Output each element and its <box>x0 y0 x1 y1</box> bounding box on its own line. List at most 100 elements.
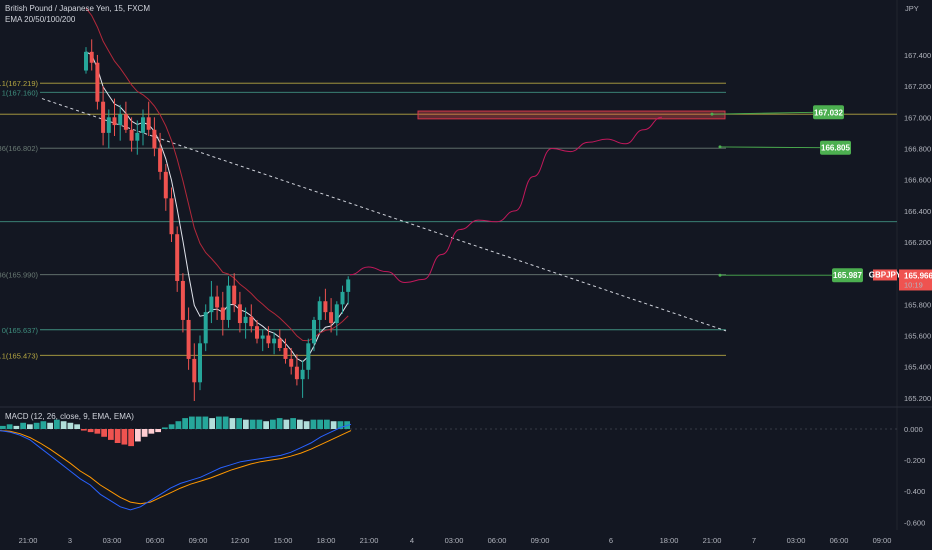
target-zone-rect <box>417 110 726 120</box>
macd-histogram-bar <box>128 429 134 447</box>
macd-histogram-bar <box>20 422 26 429</box>
candle <box>112 117 117 126</box>
x-tick: 09:00 <box>189 536 208 545</box>
fib-label: 1(167.160) <box>2 88 39 97</box>
candle <box>260 335 265 339</box>
macd-histogram-bar <box>148 429 155 434</box>
macd-histogram-bar <box>67 422 74 429</box>
macd-histogram-bar <box>81 429 87 431</box>
candle <box>186 319 191 359</box>
y-tick: 166.200 <box>904 238 931 247</box>
macd-histogram-bar <box>54 419 60 429</box>
x-tick: 18:00 <box>317 536 336 545</box>
candle <box>289 358 294 367</box>
candle <box>118 114 123 126</box>
y-axis-unit: JPY <box>905 4 919 13</box>
macd-histogram-bar <box>337 421 344 429</box>
x-tick: 21:00 <box>360 536 379 545</box>
y-tick: 165.200 <box>904 394 931 403</box>
macd-histogram-bar <box>276 418 283 429</box>
macd-y-tick: -0.200 <box>904 456 925 465</box>
macd-histogram-bar <box>155 429 161 433</box>
candle <box>141 117 145 133</box>
price-tag <box>820 140 851 155</box>
candle <box>334 304 339 324</box>
candle <box>237 304 242 324</box>
price-tag-label: 167.032 <box>814 108 843 117</box>
y-tick: 165.800 <box>904 300 931 309</box>
candle <box>215 296 220 308</box>
macd-histogram-bar <box>270 419 276 429</box>
macd-histogram-bar <box>27 424 33 429</box>
fib-label: -0.1(165.473) <box>0 351 39 360</box>
symbol-title: British Pound / Japanese Yen, 15, FXCM <box>5 4 150 13</box>
fib-label: 786(166.802) <box>0 144 38 153</box>
candle <box>84 51 88 71</box>
x-tick: 09:00 <box>531 536 550 545</box>
y-tick: 167.200 <box>904 82 931 91</box>
y-tick: 166.400 <box>904 207 931 216</box>
candle <box>232 285 237 305</box>
price-axis[interactable]: JPY 167.400 167.200 167.000 166.800 166.600 16… <box>869 4 932 403</box>
candle <box>169 198 174 235</box>
candle <box>152 129 157 149</box>
x-tick: 6 <box>609 536 613 545</box>
projection-path[interactable] <box>349 116 663 284</box>
macd-histogram-bar <box>168 424 175 429</box>
macd-histogram-bar <box>297 419 303 429</box>
candle <box>306 343 311 370</box>
macd-histogram-bar <box>0 425 6 429</box>
macd-line <box>0 423 352 511</box>
candle <box>243 316 248 324</box>
x-tick: 3 <box>68 536 72 545</box>
macd-histogram-bar <box>121 429 128 445</box>
candle <box>294 366 299 380</box>
tag-anchor <box>718 273 722 277</box>
tag-anchor <box>710 112 714 116</box>
macd-histogram-bar <box>101 429 107 437</box>
candle <box>95 62 100 102</box>
candle <box>129 129 134 141</box>
macd-pane: 0.000 -0.200 -0.400 -0.600 <box>0 416 925 527</box>
candle <box>283 348 288 359</box>
price-tag <box>813 105 844 120</box>
fib-label: 0(165.637) <box>2 326 39 335</box>
macd-histogram-bar <box>229 418 236 429</box>
candle <box>146 117 151 130</box>
macd-histogram-bar <box>162 427 168 429</box>
x-tick: 21:00 <box>19 536 38 545</box>
current-price-label <box>899 269 932 291</box>
x-tick: 15:00 <box>274 536 293 545</box>
target-zone[interactable] <box>417 110 726 120</box>
macd-histogram-bar <box>209 418 215 429</box>
x-tick: 21:00 <box>703 536 722 545</box>
candle <box>226 285 231 320</box>
candle <box>106 117 111 133</box>
macd-histogram-bar <box>114 429 121 443</box>
candle <box>89 51 94 63</box>
x-tick: 09:00 <box>873 536 892 545</box>
macd-histogram-bar <box>216 416 222 429</box>
ema-slow-line <box>85 7 349 342</box>
macd-histogram-bar <box>256 419 263 429</box>
candle-countdown: 10:19 <box>904 280 923 289</box>
macd-histogram-bar <box>175 421 182 429</box>
fib-levels: 1.1(167.219)1(167.160) 786(166.802) 236(16… <box>0 79 897 360</box>
x-tick: 03:00 <box>787 536 806 545</box>
candle <box>272 338 277 344</box>
macd-histogram-bar <box>330 421 337 429</box>
macd-histogram-bar <box>283 419 290 429</box>
candle <box>135 132 140 141</box>
candle <box>255 326 259 339</box>
candle <box>277 338 282 348</box>
time-axis[interactable]: 21:00 3 03:00 06:00 09:00 12:00 15:00 18:00 21:0… <box>19 536 892 545</box>
macd-histogram-bar <box>13 425 20 429</box>
macd-histogram-bar <box>47 422 53 429</box>
y-tick: 166.800 <box>904 144 931 153</box>
candle <box>209 296 214 313</box>
macd-histogram-bar <box>249 419 256 429</box>
candle <box>158 148 163 172</box>
candle <box>323 301 328 313</box>
price-tag-label: 165.987 <box>833 271 862 280</box>
